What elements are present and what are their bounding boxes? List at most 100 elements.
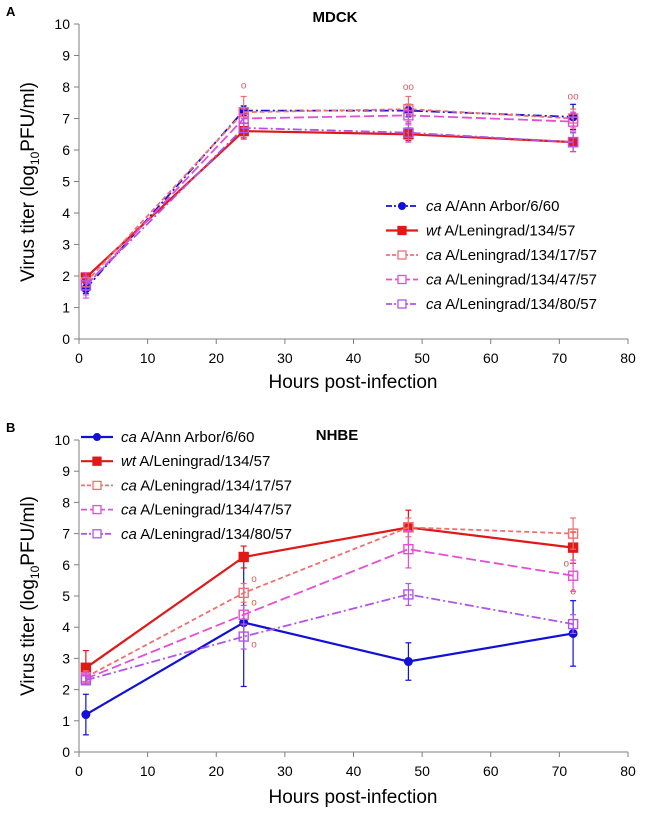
- y-tick-label: 6: [62, 557, 70, 573]
- y-tick-label: 2: [62, 682, 70, 698]
- significance-mark: oo: [403, 82, 415, 93]
- legend-marker: [92, 456, 102, 466]
- legend-label-name: A/Leningrad/134/57: [444, 223, 575, 240]
- data-point: [81, 710, 91, 720]
- legend-item: ca A/Leningrad/134/17/57: [386, 247, 597, 264]
- data-point: [238, 609, 249, 620]
- legend-label-name: A/Leningrad/134/17/57: [140, 477, 292, 494]
- legend-label: ca A/Ann Arbor/6/60: [426, 198, 559, 215]
- legend: ca A/Ann Arbor/6/60 wt A/Leningrad/134/57…: [386, 198, 597, 313]
- y-tick-label: 8: [62, 494, 70, 510]
- data-point: [403, 543, 414, 555]
- legend-label-prefix: ca: [121, 502, 137, 519]
- x-tick-label: 0: [75, 350, 83, 366]
- y-tick-label: 8: [62, 79, 70, 95]
- y-tick-label: 1: [62, 713, 70, 729]
- x-tick-label: 10: [140, 763, 156, 779]
- legend-marker: [92, 504, 102, 515]
- x-tick-label: 40: [346, 350, 362, 366]
- legend-label-prefix: wt: [121, 453, 137, 470]
- legend-label: wt A/Leningrad/134/57: [426, 223, 575, 240]
- x-tick-label: 70: [552, 350, 568, 366]
- x-tick-label: 20: [208, 763, 224, 779]
- x-tick-label: 80: [620, 350, 636, 366]
- data-point: [403, 589, 414, 600]
- legend-label-prefix: ca: [426, 272, 442, 289]
- y-axis-label-unit: PFU/ml): [18, 82, 39, 152]
- legend-item: ca A/Leningrad/134/47/57: [81, 502, 292, 519]
- legend-label-prefix: ca: [426, 198, 442, 215]
- data-point: [403, 127, 414, 138]
- x-tick-label: 80: [620, 763, 636, 779]
- chart-panel-a: A MDCK 0 1 2 3 4 5 6 7 8 9 10 0 10 20 30 40 50 60 70 80 Hours …: [6, 4, 636, 393]
- legend-marker: [397, 225, 407, 236]
- data-point: [403, 110, 414, 121]
- series-line: [85, 526, 574, 669]
- legend-label-prefix: ca: [121, 477, 137, 494]
- legend-marker: [92, 480, 102, 491]
- y-tick-label: 1: [62, 300, 70, 316]
- data-point: [567, 136, 579, 148]
- x-tick-label: 0: [75, 763, 83, 779]
- x-axis-label: Hours post-infection: [269, 787, 438, 808]
- y-tick-label: 5: [62, 588, 70, 604]
- x-tick-label: 60: [483, 763, 499, 779]
- legend-item: ca A/Leningrad/134/17/57: [81, 477, 292, 494]
- series-4: [80, 117, 579, 296]
- y-tick-label: 10: [54, 432, 70, 448]
- y-tick-label: 7: [62, 111, 70, 127]
- y-tick-label: 4: [62, 619, 70, 635]
- y-tick-label: 9: [62, 463, 70, 479]
- y-tick-label: 2: [62, 268, 70, 284]
- legend-item: ca A/Leningrad/134/47/57: [386, 272, 597, 289]
- legend-item: ca A/Leningrad/134/80/57: [386, 296, 597, 313]
- y-tick-label: 5: [62, 174, 70, 190]
- data-point: [403, 657, 413, 667]
- significance-mark: o: [251, 597, 257, 608]
- y-axis-label: Virus titer (log10PFU/ml): [18, 82, 42, 282]
- legend-marker: [93, 433, 101, 441]
- legend-item: wt A/Leningrad/134/57: [386, 223, 575, 240]
- legend-label-prefix: ca: [121, 429, 137, 446]
- legend-marker: [398, 202, 406, 210]
- series-line: [85, 109, 574, 290]
- data-point: [238, 631, 249, 642]
- legend-label: wt A/Leningrad/134/57: [121, 453, 270, 470]
- legend-label-prefix: ca: [121, 526, 137, 543]
- y-axis-label-subscript: 10: [28, 565, 42, 579]
- x-tick-label: 60: [483, 350, 499, 366]
- legend-label: ca A/Leningrad/134/47/57: [426, 272, 597, 289]
- legend-label-name: A/Leningrad/134/47/57: [445, 272, 597, 289]
- x-tick-label: 40: [346, 763, 362, 779]
- y-tick-label: 0: [62, 744, 70, 760]
- legend-item: ca A/Ann Arbor/6/60: [81, 429, 254, 446]
- legend-label-name: A/Leningrad/134/47/57: [140, 502, 292, 519]
- significance-mark: o: [241, 81, 247, 92]
- data-point: [238, 122, 249, 134]
- legend-label: ca A/Leningrad/134/17/57: [426, 247, 597, 264]
- data-point: [567, 570, 579, 581]
- legend-marker: [397, 250, 407, 260]
- x-axis-label: Hours post-infection: [269, 372, 438, 393]
- x-tick-label: 30: [277, 350, 293, 366]
- y-tick-label: 0: [62, 331, 70, 347]
- series-0: [81, 557, 578, 736]
- x-tick-label: 50: [414, 350, 430, 366]
- legend-marker: [397, 299, 407, 309]
- y-tick-label: 9: [62, 48, 70, 64]
- series-line: [85, 108, 574, 283]
- series-line: [85, 593, 574, 682]
- data-point: [567, 116, 579, 127]
- x-tick-label: 20: [208, 350, 224, 366]
- y-tick-label: 3: [62, 237, 70, 253]
- x-tick-label: 50: [414, 763, 430, 779]
- data-point: [80, 280, 92, 291]
- y-tick-label: 10: [54, 16, 70, 32]
- data-point: [80, 675, 92, 686]
- chart-title: MDCK: [313, 9, 358, 26]
- data-point: [567, 528, 579, 539]
- legend-label-prefix: ca: [426, 247, 442, 264]
- y-axis-label-subscript: 10: [28, 151, 42, 165]
- series-line: [85, 548, 574, 680]
- y-axis-label-main: Virus titer (log: [18, 579, 39, 696]
